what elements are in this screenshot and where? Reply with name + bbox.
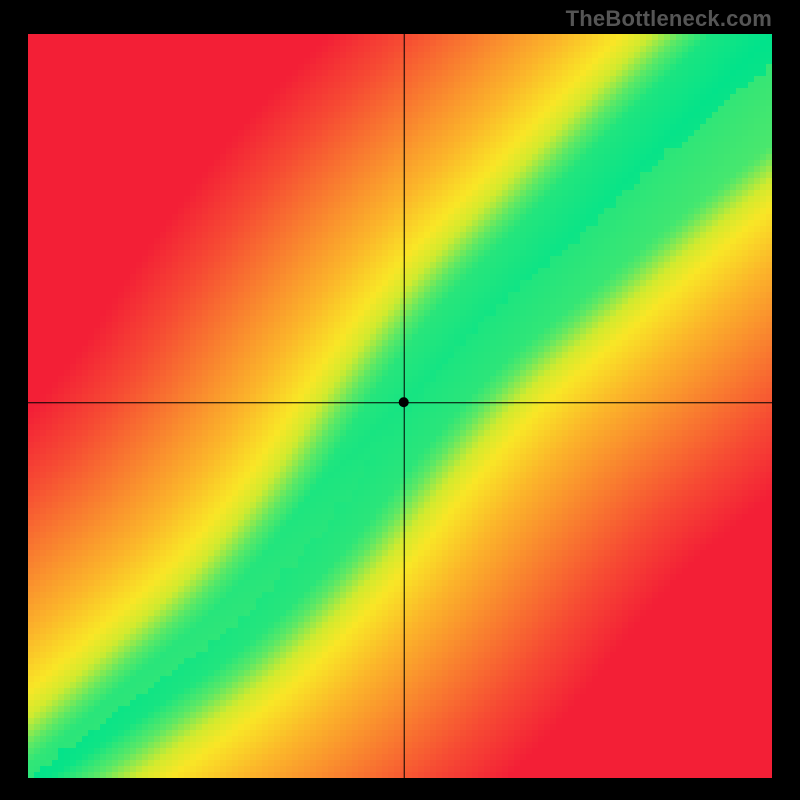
heatmap-canvas [28, 34, 772, 778]
watermark-text: TheBottleneck.com [566, 6, 772, 32]
chart-frame: TheBottleneck.com [0, 0, 800, 800]
heatmap-plot [28, 34, 772, 778]
